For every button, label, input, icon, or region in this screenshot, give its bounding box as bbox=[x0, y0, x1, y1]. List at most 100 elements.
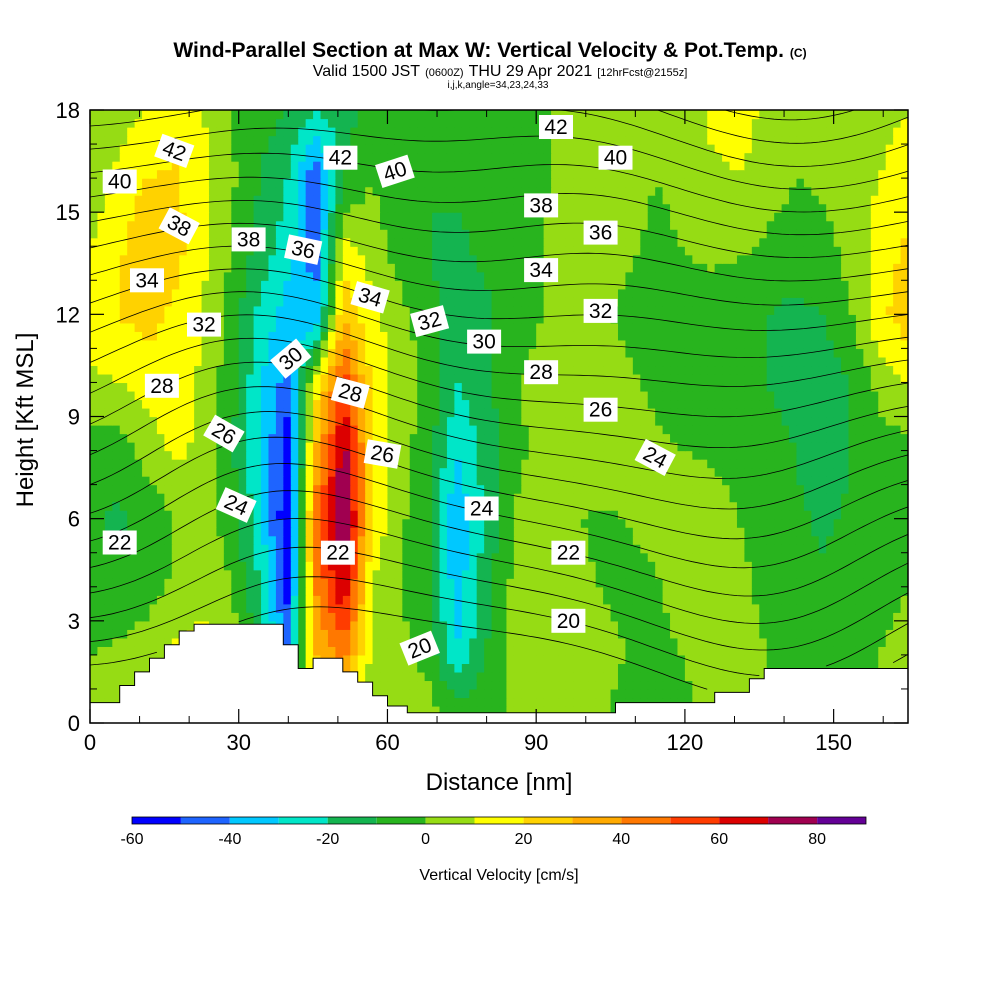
velocity-cell bbox=[223, 544, 232, 554]
velocity-cell bbox=[164, 339, 173, 349]
velocity-cell bbox=[573, 578, 582, 588]
velocity-cell bbox=[164, 493, 173, 503]
velocity-cell bbox=[179, 425, 188, 435]
velocity-cell bbox=[662, 493, 671, 503]
velocity-cell bbox=[751, 544, 760, 554]
velocity-cell bbox=[104, 654, 113, 664]
velocity-cell bbox=[246, 433, 255, 443]
velocity-cell bbox=[677, 535, 686, 545]
velocity-cell bbox=[729, 569, 738, 579]
velocity-cell bbox=[729, 433, 738, 443]
velocity-cell bbox=[595, 467, 604, 477]
velocity-cell bbox=[476, 612, 485, 622]
velocity-cell bbox=[878, 663, 887, 673]
velocity-cell bbox=[617, 467, 627, 477]
velocity-cell bbox=[536, 476, 545, 486]
velocity-cell bbox=[803, 339, 812, 349]
velocity-cell bbox=[670, 442, 679, 452]
velocity-cell bbox=[610, 476, 619, 486]
velocity-cell bbox=[811, 561, 820, 571]
velocity-cell bbox=[573, 373, 582, 384]
velocity-cell bbox=[759, 544, 768, 554]
velocity-cell bbox=[305, 578, 314, 588]
velocity-cell bbox=[878, 433, 887, 443]
velocity-cell bbox=[387, 382, 396, 392]
velocity-cell bbox=[469, 586, 478, 596]
velocity-cell bbox=[662, 603, 671, 613]
velocity-cell bbox=[692, 365, 701, 375]
velocity-cell bbox=[201, 348, 210, 358]
velocity-cell bbox=[238, 407, 247, 418]
velocity-cell bbox=[432, 603, 441, 613]
velocity-cell bbox=[223, 356, 232, 367]
velocity-cell bbox=[409, 586, 418, 596]
velocity-cell bbox=[655, 348, 664, 358]
velocity-cell bbox=[127, 612, 136, 622]
velocity-cell bbox=[729, 467, 738, 477]
velocity-cell bbox=[774, 356, 783, 367]
velocity-cell bbox=[223, 518, 232, 528]
velocity-cell bbox=[677, 382, 686, 392]
velocity-cell bbox=[387, 663, 396, 673]
velocity-cell bbox=[90, 586, 99, 596]
velocity-cell bbox=[655, 510, 664, 520]
velocity-cell bbox=[201, 612, 210, 622]
velocity-cell bbox=[164, 552, 173, 562]
velocity-cell bbox=[670, 348, 679, 358]
velocity-cell bbox=[722, 620, 731, 630]
velocity-cell bbox=[372, 561, 381, 571]
velocity-cell bbox=[759, 654, 768, 664]
velocity-cell bbox=[432, 561, 441, 571]
velocity-cell bbox=[558, 467, 567, 477]
velocity-cell bbox=[789, 535, 798, 545]
velocity-cell bbox=[313, 510, 322, 520]
velocity-cell bbox=[112, 663, 121, 673]
velocity-cell bbox=[261, 510, 270, 520]
velocity-cell bbox=[558, 663, 567, 673]
velocity-cell bbox=[774, 484, 783, 494]
velocity-cell bbox=[603, 552, 612, 562]
velocity-cell bbox=[156, 569, 165, 579]
velocity-cell bbox=[766, 620, 775, 630]
velocity-cell bbox=[684, 416, 693, 426]
velocity-cell bbox=[402, 697, 411, 707]
velocity-cell bbox=[707, 552, 716, 562]
velocity-cell bbox=[387, 544, 396, 554]
velocity-cell bbox=[417, 493, 426, 503]
velocity-cell bbox=[112, 467, 121, 477]
velocity-cell bbox=[372, 680, 381, 690]
velocity-cell bbox=[855, 433, 864, 443]
velocity-cell bbox=[573, 459, 582, 469]
velocity-cell bbox=[469, 433, 478, 443]
velocity-cell bbox=[253, 527, 262, 537]
velocity-cell bbox=[409, 425, 418, 435]
velocity-cell bbox=[781, 561, 790, 571]
velocity-cell bbox=[186, 595, 195, 605]
velocity-cell bbox=[588, 493, 597, 503]
velocity-cell bbox=[499, 467, 508, 477]
velocity-cell bbox=[751, 646, 760, 656]
velocity-cell bbox=[729, 442, 738, 452]
velocity-cell bbox=[298, 654, 307, 664]
velocity-cell bbox=[484, 518, 493, 528]
velocity-cell bbox=[320, 442, 329, 452]
velocity-cell bbox=[759, 552, 768, 562]
velocity-cell bbox=[870, 544, 879, 554]
velocity-cell bbox=[595, 382, 604, 392]
velocity-cell bbox=[119, 390, 128, 401]
velocity-cell bbox=[893, 620, 902, 630]
velocity-cell bbox=[305, 544, 314, 554]
velocity-cell bbox=[491, 382, 500, 392]
velocity-cell bbox=[789, 416, 798, 426]
velocity-cell bbox=[744, 510, 753, 520]
velocity-cell bbox=[692, 629, 701, 639]
velocity-cell bbox=[342, 561, 351, 571]
velocity-cell bbox=[119, 578, 128, 588]
velocity-cell bbox=[692, 467, 701, 477]
velocity-cell bbox=[826, 493, 835, 503]
velocity-cell bbox=[699, 629, 708, 639]
velocity-cell bbox=[781, 595, 790, 605]
velocity-cell bbox=[127, 484, 136, 494]
velocity-cell bbox=[707, 416, 716, 426]
velocity-cell bbox=[766, 365, 775, 375]
